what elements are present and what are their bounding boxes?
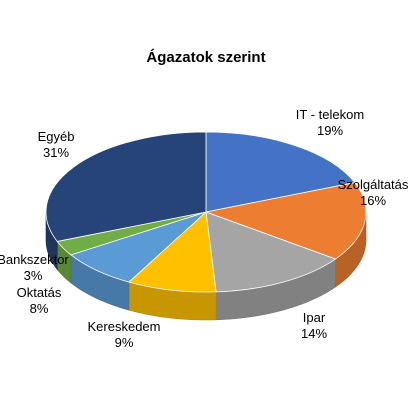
slice-name-label: Kereskedem [88,319,161,334]
slice-percent-label: 8% [30,301,49,316]
pie-slice-egy-b [45,131,207,242]
pie-sides [45,211,367,321]
slice-label-3: Kereskedem 9% [88,319,161,350]
slice-label-2: Ipar 14% [301,310,327,341]
pie-slice-szolg-ltat-s [204,182,367,260]
slice-percent-label: 19% [317,123,343,138]
slice-label-6: Egyéb 31% [38,129,75,160]
pie-slice-ipar [205,211,337,293]
slice-label-0: IT - telekom 19% [296,107,364,138]
pie-tops [45,131,367,293]
chart-title: Ágazatok szerint [146,49,265,66]
slice-name-label: Egyéb [38,129,75,144]
slice-label-4: Oktatás 8% [17,285,62,316]
pie-slice-kereskedem [128,211,217,293]
slice-name-label: Ipar [303,310,326,325]
slice-name-label: Oktatás [17,285,62,300]
slice-percent-label: 14% [301,326,327,341]
slice-percent-label: 9% [115,335,134,350]
slice-percent-label: 31% [43,145,69,160]
slice-label-1: Szolgáltatás 16% [338,177,409,208]
slice-name-label: Szolgáltatás [338,177,409,192]
slice-percent-label: 3% [24,268,43,283]
slice-labels: IT - telekom 19% Szolgáltatás 16% Ipar 14% Ker… [0,107,409,350]
slice-name-label: Bankszektor [0,252,69,267]
slice-name-label: IT - telekom [296,107,364,122]
slice-label-5: Bankszektor 3% [0,252,69,283]
slice-percent-label: 16% [360,193,386,208]
pie-slice-it-telekom [205,131,356,213]
